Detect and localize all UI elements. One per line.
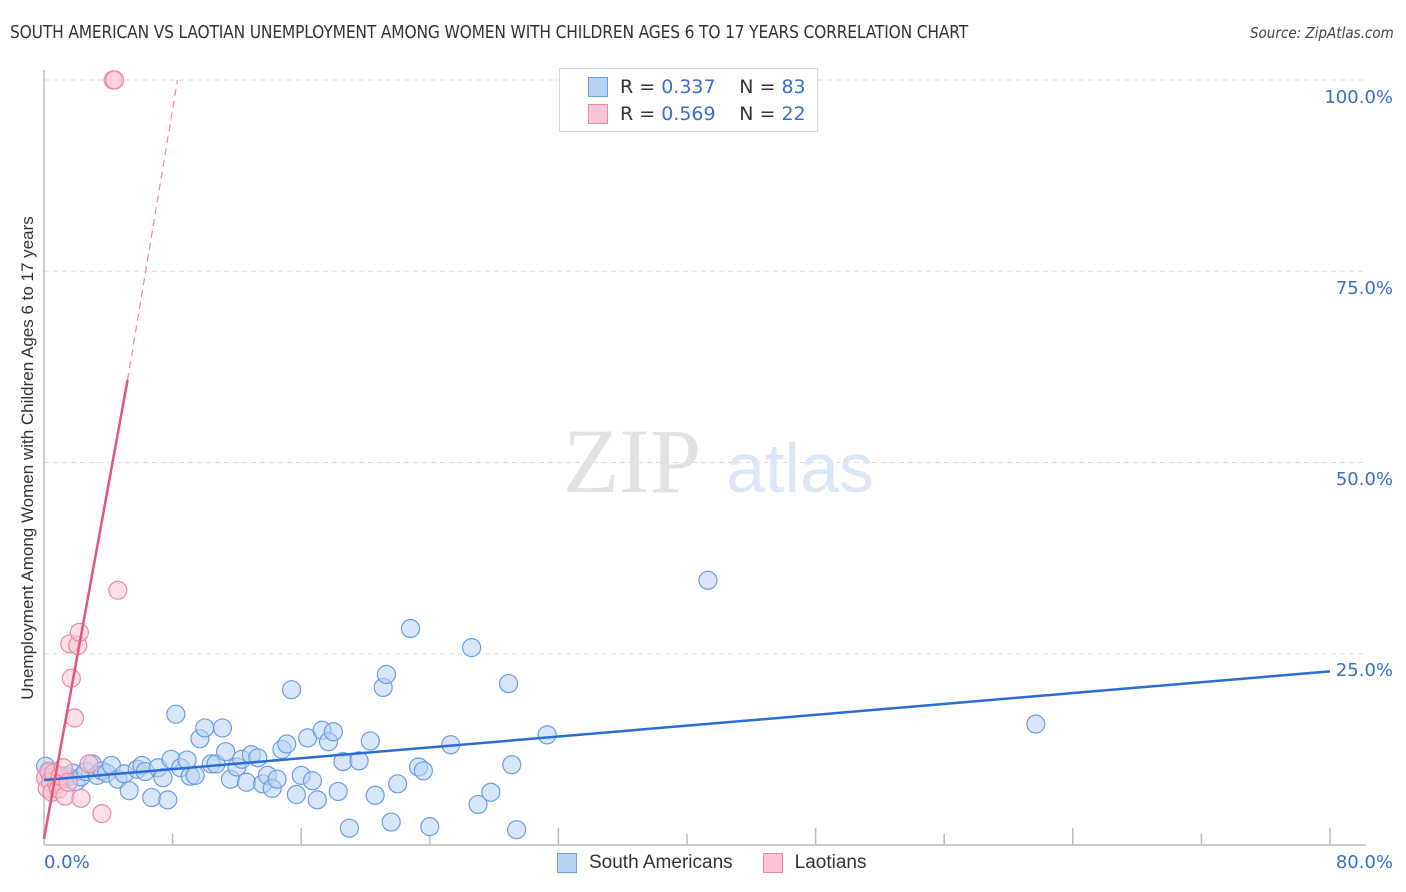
data-point xyxy=(468,794,488,815)
data-point xyxy=(281,680,302,700)
y-tick-75: 75.0% xyxy=(1335,278,1393,299)
gridlines xyxy=(44,79,1366,655)
watermark-zip: ZIP xyxy=(563,410,701,512)
data-point xyxy=(349,751,369,771)
data-point xyxy=(236,772,257,792)
n-value: 83 xyxy=(781,76,806,98)
data-point xyxy=(248,748,268,768)
data-point xyxy=(277,734,297,754)
trendline-laotians xyxy=(42,379,129,840)
chart-title: SOUTH AMERICAN VS LAOTIAN UNEMPLOYMENT A… xyxy=(10,22,969,43)
x-tick-0: 0.0% xyxy=(44,852,90,873)
data-point xyxy=(105,70,125,90)
y-tick-100: 100.0% xyxy=(1324,87,1393,108)
n-value: 22 xyxy=(781,103,806,125)
data-point xyxy=(302,771,323,791)
legend-row-laotians: R = 0.569 N = 22 xyxy=(588,102,806,126)
data-point xyxy=(142,787,162,808)
data-point xyxy=(58,772,78,792)
data-point xyxy=(498,673,519,694)
legend-swatch-blue xyxy=(588,77,608,97)
legend-label: South Americans xyxy=(589,852,733,873)
data-point xyxy=(71,788,91,808)
trendline-south-americans xyxy=(43,670,1331,782)
data-point xyxy=(267,769,287,789)
r-value: 0.337 xyxy=(661,76,716,98)
data-point xyxy=(328,781,348,802)
data-point xyxy=(185,765,205,785)
data-point xyxy=(461,638,482,658)
legend-swatch-pink xyxy=(588,104,608,124)
data-point xyxy=(360,731,380,751)
data-point xyxy=(79,754,99,774)
data-point xyxy=(212,718,233,738)
trendlines xyxy=(42,79,1331,840)
legend-item-south-americans[interactable]: South Americans xyxy=(557,852,733,874)
x-axis-ticks xyxy=(171,828,1331,845)
r-value: 0.569 xyxy=(661,103,716,125)
trendline-laotians-extension xyxy=(126,79,179,380)
series-laotians-points xyxy=(36,70,128,824)
watermark-atlas: atlas xyxy=(726,429,874,507)
data-point xyxy=(339,818,360,838)
data-point xyxy=(388,774,408,794)
data-point xyxy=(481,782,501,802)
stats-legend: R = 0.337 N = 83 R = 0.569 N = 22 xyxy=(559,68,818,132)
data-point xyxy=(166,704,186,724)
legend-swatch-blue xyxy=(557,853,577,873)
y-tick-50: 50.0% xyxy=(1335,469,1393,490)
legend-label: Laotians xyxy=(794,852,867,873)
data-point xyxy=(108,580,128,600)
data-point xyxy=(216,742,236,762)
data-point xyxy=(119,781,139,801)
data-point xyxy=(381,812,401,832)
data-point xyxy=(420,817,440,837)
n-label: N = xyxy=(739,103,776,125)
y-axis-label: Unemployment Among Women with Children A… xyxy=(18,216,37,700)
legend-item-laotians[interactable]: Laotians xyxy=(762,852,867,874)
data-point xyxy=(698,570,718,590)
data-point xyxy=(376,664,396,685)
legend-swatch-pink xyxy=(762,853,783,873)
r-label: R = xyxy=(620,76,656,98)
data-point xyxy=(400,618,421,639)
data-point xyxy=(92,804,112,824)
y-tick-25: 25.0% xyxy=(1335,660,1393,681)
n-label: N = xyxy=(739,76,776,98)
data-point xyxy=(286,784,306,805)
data-point xyxy=(502,755,522,775)
series-south-americans-points xyxy=(36,570,1046,840)
data-point xyxy=(195,718,215,738)
data-point xyxy=(537,725,557,745)
legend-row-south-americans: R = 0.337 N = 83 xyxy=(588,75,806,99)
series-legend: South Americans Laotians xyxy=(557,852,896,874)
data-point xyxy=(1026,714,1046,734)
source-label: Source: ZipAtlas.com xyxy=(1250,24,1394,42)
data-point xyxy=(413,761,433,781)
data-point xyxy=(507,820,527,840)
data-point xyxy=(158,790,178,810)
x-tick-80: 80.0% xyxy=(1335,852,1393,873)
data-point xyxy=(323,722,343,742)
data-point xyxy=(365,785,385,805)
r-label: R = xyxy=(620,103,656,125)
data-point xyxy=(307,790,327,810)
